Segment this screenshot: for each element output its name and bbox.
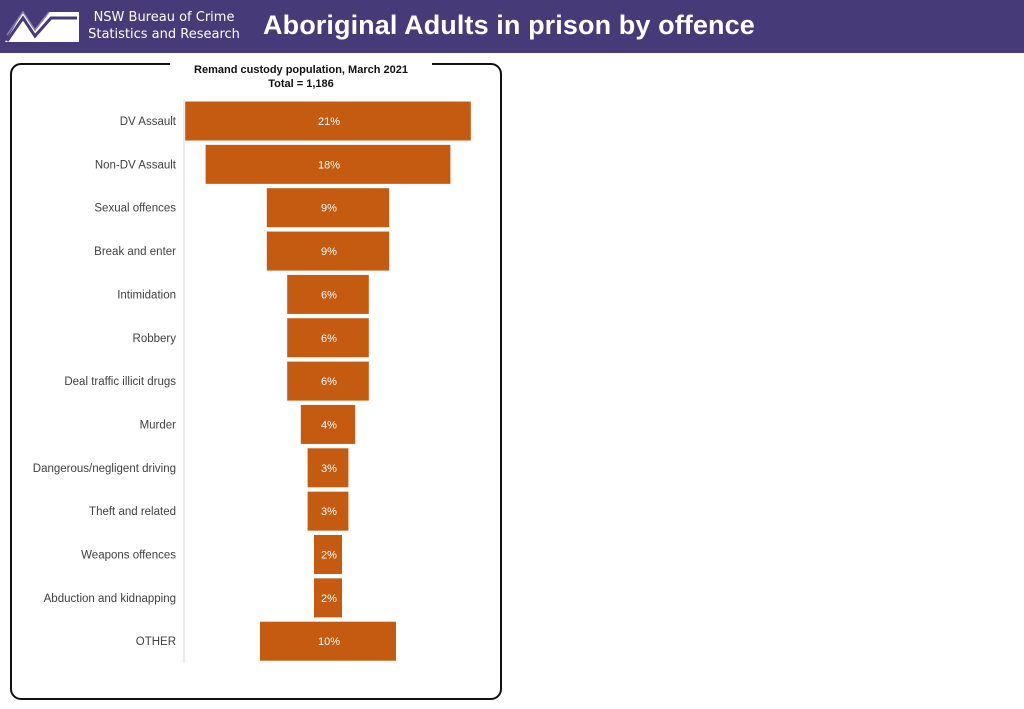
header-bar: NSW Bureau of Crime Statistics and Resea… [0, 0, 1024, 53]
bar-non-dv-assault [205, 144, 451, 184]
data-label: 3% [321, 463, 337, 475]
data-label: 9% [321, 203, 337, 215]
organisation-name-line1: NSW Bureau of Crime [93, 10, 235, 25]
data-label: 9% [321, 246, 337, 258]
category-label: Abduction and kidnapping [44, 593, 176, 605]
chart-title: Remand custody population, March 2021 [194, 64, 408, 76]
bar-other [260, 621, 396, 661]
bar-dv-assault [185, 101, 471, 141]
bar-weapons-offences [314, 535, 342, 574]
category-label: Non-DV Assault [95, 159, 177, 171]
category-label: Dangerous/negligent driving [33, 463, 176, 475]
data-label: 4% [321, 419, 337, 431]
data-label: 10% [318, 636, 340, 648]
bar-dangerous-negligent-driving [307, 448, 349, 488]
data-label: 21% [318, 116, 340, 128]
category-label: Robbery [133, 333, 177, 345]
category-label: Intimidation [117, 289, 176, 301]
organisation-name: NSW Bureau of Crime Statistics and Resea… [80, 9, 248, 43]
data-label: 2% [321, 550, 337, 562]
category-label: Theft and related [89, 506, 176, 518]
bar-murder [300, 404, 356, 444]
data-label: 6% [321, 289, 337, 301]
category-label: DV Assault [120, 116, 177, 128]
category-label: Deal traffic illicit drugs [64, 376, 176, 388]
data-label: 6% [321, 333, 337, 345]
bar-sexual-offences [266, 188, 390, 228]
chart-subtitle: Total = 1,186 [268, 78, 334, 90]
bar-abduction-and-kidnapping [314, 578, 342, 618]
organisation-name-line2: Statistics and Research [88, 27, 240, 42]
category-label: Sexual offences [94, 203, 176, 215]
data-label: 18% [318, 159, 340, 171]
category-label: Break and enter [94, 246, 176, 258]
chart-title-block: Remand custody population, March 2021 To… [170, 57, 432, 91]
data-label: 3% [321, 506, 337, 518]
bar-theft-and-related [307, 491, 349, 531]
bar-robbery [287, 318, 369, 358]
category-label: Weapons offences [81, 550, 176, 562]
category-label: OTHER [136, 636, 176, 648]
data-label: 6% [321, 376, 337, 388]
category-label: Murder [140, 419, 177, 431]
page-title: Aboriginal Adults in prison by offence [263, 10, 755, 40]
bar-break-and-enter [266, 231, 390, 271]
bocsar-logo-icon [5, 10, 79, 42]
bar-intimidation [287, 274, 369, 314]
data-label: 2% [321, 593, 337, 605]
bar-deal-traffic-illicit-drugs [287, 361, 369, 401]
